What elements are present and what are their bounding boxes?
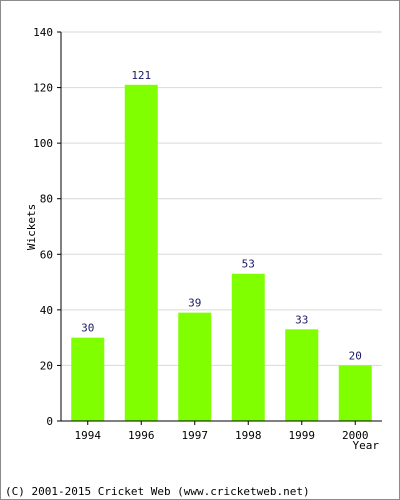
y-tick-label: 120 <box>33 82 53 95</box>
bar-value-label: 33 <box>295 313 308 326</box>
grid-lines <box>61 31 382 366</box>
bar-value-label: 39 <box>188 297 201 310</box>
bar <box>338 365 372 421</box>
x-tick-label: 1997 <box>182 429 209 442</box>
bar <box>71 337 105 421</box>
data-labels: 30 121 39 53 33 20 <box>81 69 362 363</box>
y-tick-label: 100 <box>33 137 53 150</box>
bars <box>71 84 372 422</box>
y-tick-label: 60 <box>40 248 53 261</box>
x-tick-label: 1996 <box>128 429 155 442</box>
x-tick-label: 1999 <box>289 429 316 442</box>
y-tick-label: 0 <box>46 415 53 428</box>
bar-value-label: 30 <box>81 322 94 335</box>
bar <box>124 84 158 422</box>
bar-value-label: 121 <box>131 69 151 82</box>
x-axis-title: Year <box>353 439 380 452</box>
y-tick-label: 80 <box>40 193 53 206</box>
x-tick-label: 1998 <box>235 429 262 442</box>
x-tick-label: 2000 <box>342 429 369 442</box>
copyright-footer: (C) 2001-2015 Cricket Web (www.cricketwe… <box>5 485 310 498</box>
y-tick-label: 40 <box>40 304 53 317</box>
bar-value-label: 20 <box>349 349 362 362</box>
y-tick-label: 20 <box>40 359 53 372</box>
bar <box>231 273 265 421</box>
axes <box>60 32 382 422</box>
bar <box>178 312 212 421</box>
ticks: 0 20 40 60 80 100 120 140 1994 1996 1997 1998 1999 20… <box>33 26 368 442</box>
x-tick-label: 1994 <box>75 429 102 442</box>
bar-value-label: 53 <box>242 258 255 271</box>
y-axis-title: Wickets <box>25 204 38 250</box>
bar <box>285 329 319 421</box>
y-tick-label: 140 <box>33 26 53 39</box>
